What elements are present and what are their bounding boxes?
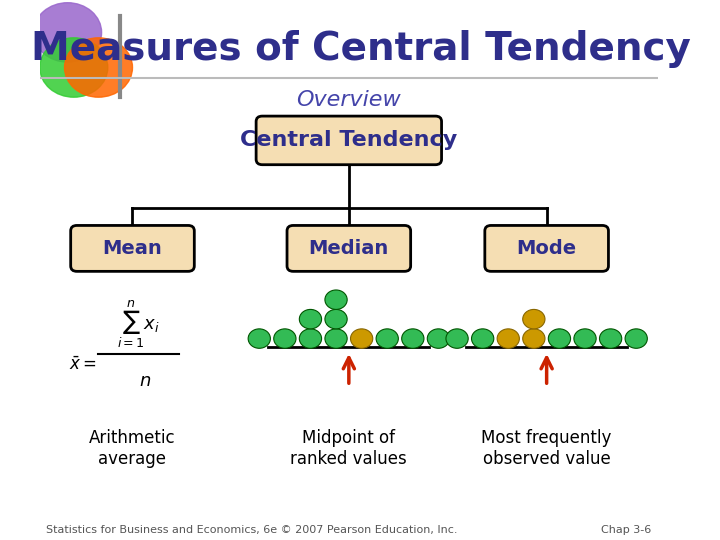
Text: Mean: Mean	[103, 239, 163, 258]
Text: Most frequently
observed value: Most frequently observed value	[482, 429, 612, 468]
Text: Statistics for Business and Economics, 6e © 2007 Pearson Education, Inc.: Statistics for Business and Economics, 6…	[46, 524, 457, 535]
Circle shape	[40, 38, 108, 97]
Circle shape	[325, 309, 347, 329]
FancyBboxPatch shape	[485, 226, 608, 271]
Text: $\bar{x} =$: $\bar{x} =$	[69, 355, 97, 374]
Circle shape	[65, 38, 132, 97]
Text: Overview: Overview	[297, 90, 401, 110]
Circle shape	[427, 329, 449, 348]
Circle shape	[274, 329, 296, 348]
Text: $n$: $n$	[139, 372, 151, 390]
Circle shape	[248, 329, 271, 348]
Circle shape	[351, 329, 373, 348]
FancyBboxPatch shape	[256, 116, 441, 165]
FancyBboxPatch shape	[71, 226, 194, 271]
Circle shape	[300, 309, 322, 329]
Circle shape	[523, 329, 545, 348]
Circle shape	[325, 290, 347, 309]
Circle shape	[472, 329, 494, 348]
Circle shape	[574, 329, 596, 348]
Circle shape	[325, 329, 347, 348]
FancyBboxPatch shape	[287, 226, 410, 271]
Circle shape	[497, 329, 519, 348]
Circle shape	[625, 329, 647, 348]
Text: $\sum_{i=1}^{n} x_i$: $\sum_{i=1}^{n} x_i$	[117, 298, 161, 350]
Text: Midpoint of
ranked values: Midpoint of ranked values	[290, 429, 408, 468]
Text: Median: Median	[309, 239, 389, 258]
Text: Measures of Central Tendency: Measures of Central Tendency	[31, 30, 691, 68]
Circle shape	[34, 3, 102, 62]
Text: Mode: Mode	[516, 239, 577, 258]
Circle shape	[523, 309, 545, 329]
Circle shape	[600, 329, 622, 348]
Text: Arithmetic
average: Arithmetic average	[89, 429, 176, 468]
Circle shape	[446, 329, 468, 348]
Circle shape	[300, 329, 322, 348]
Text: Chap 3-6: Chap 3-6	[601, 524, 652, 535]
Circle shape	[402, 329, 424, 348]
Circle shape	[549, 329, 570, 348]
Circle shape	[376, 329, 398, 348]
Text: Central Tendency: Central Tendency	[240, 130, 457, 151]
